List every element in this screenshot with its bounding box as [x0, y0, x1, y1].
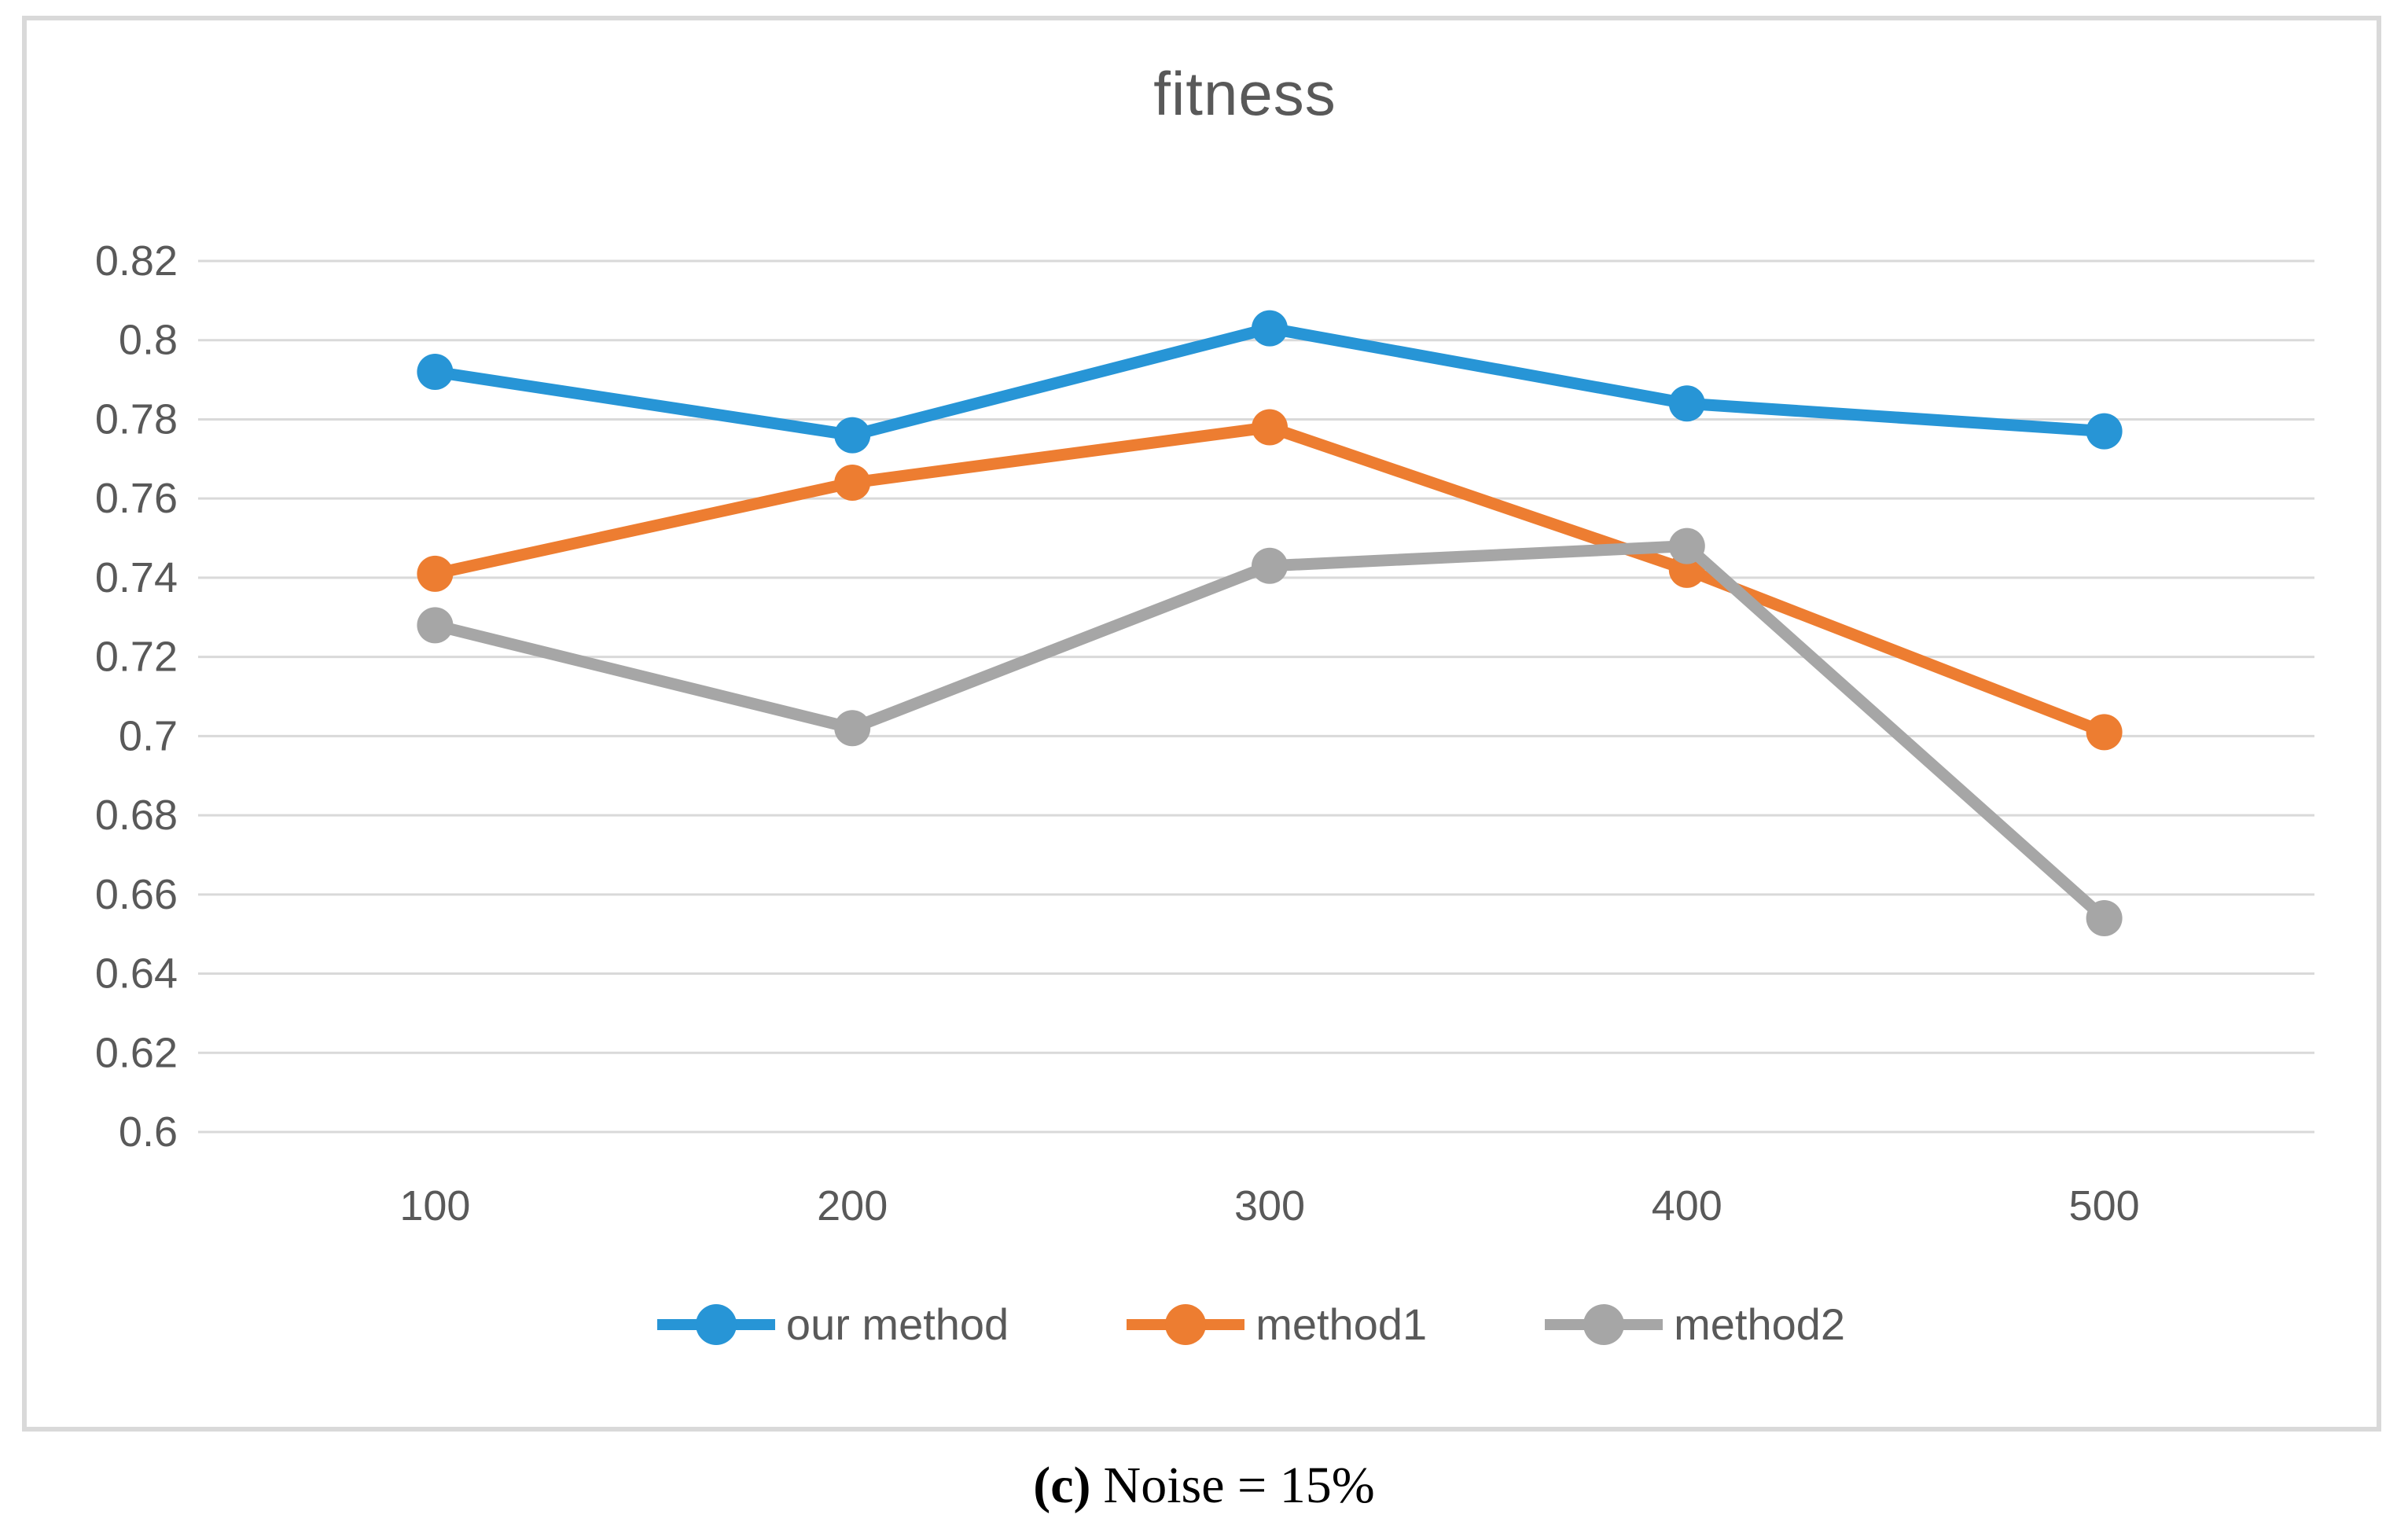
data-point-our-method: [2086, 413, 2123, 450]
data-point-method1: [417, 555, 454, 592]
legend-marker-icon: [1545, 1303, 1664, 1345]
data-point-method2: [2086, 900, 2123, 937]
data-point-method2: [1668, 527, 1705, 564]
x-tick-label: 400: [1652, 1182, 1722, 1229]
caption-label: (c): [1033, 1457, 1091, 1514]
y-tick-label: 0.74: [95, 554, 178, 601]
y-tick-label: 0.82: [95, 237, 178, 285]
data-point-our-method: [1668, 385, 1705, 422]
data-point-method1: [834, 465, 871, 502]
legend-item-method1: method1: [1127, 1299, 1427, 1350]
data-point-our-method: [417, 354, 454, 391]
legend: our method method1 method2: [0, 1299, 2408, 1350]
data-point-our-method: [1252, 310, 1288, 347]
y-tick-label: 0.68: [95, 792, 178, 839]
y-tick-label: 0.72: [95, 634, 178, 681]
y-tick-label: 0.6: [119, 1108, 178, 1156]
x-tick-label: 500: [2069, 1182, 2140, 1229]
y-tick-label: 0.78: [95, 395, 178, 443]
data-point-method1: [1252, 409, 1288, 446]
legend-item-our-method: our method: [656, 1299, 1009, 1350]
legend-label: method1: [1255, 1299, 1428, 1349]
legend-label: method2: [1674, 1299, 1846, 1349]
data-point-method2: [834, 710, 871, 747]
legend-label: our method: [785, 1299, 1009, 1349]
chart-title: fitness: [1153, 59, 1336, 128]
y-tick-label: 0.76: [95, 475, 178, 522]
data-point-method1: [2086, 714, 2123, 751]
data-point-method2: [417, 607, 454, 644]
figure-caption: (c) Noise = 15%: [0, 1456, 2408, 1516]
legend-marker-icon: [656, 1303, 775, 1345]
data-point-our-method: [834, 417, 871, 454]
legend-item-method2: method2: [1545, 1299, 1845, 1350]
y-tick-label: 0.7: [119, 712, 178, 759]
x-tick-label: 300: [1234, 1182, 1305, 1229]
caption-text: Noise = 15%: [1103, 1457, 1375, 1514]
y-tick-label: 0.8: [119, 317, 178, 364]
series-line-method2: [428, 540, 2111, 924]
data-point-method2: [1252, 547, 1288, 584]
x-tick-label: 200: [817, 1182, 888, 1229]
y-tick-label: 0.64: [95, 950, 178, 998]
y-tick-label: 0.66: [95, 871, 178, 918]
x-tick-label: 100: [399, 1182, 470, 1229]
legend-marker-icon: [1127, 1303, 1245, 1345]
chart-frame: fitness: [22, 16, 2381, 1432]
y-tick-label: 0.62: [95, 1029, 178, 1076]
